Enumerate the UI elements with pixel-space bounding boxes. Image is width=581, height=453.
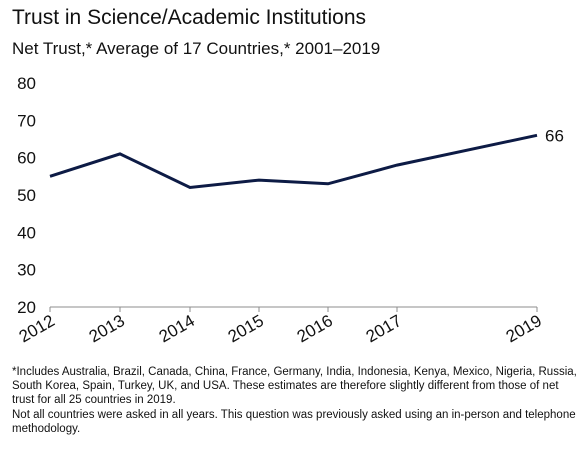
- y-tick-label: 40: [17, 223, 36, 242]
- chart-title: Trust in Science/Academic Institutions: [12, 6, 367, 29]
- x-tick-label: 2015: [225, 311, 267, 346]
- y-tick-label: 60: [17, 149, 36, 168]
- x-tick-label: 2016: [294, 311, 336, 346]
- x-tick-label: 2013: [86, 311, 128, 346]
- y-tick-label: 70: [17, 111, 36, 130]
- x-tick-label: 2017: [363, 311, 405, 346]
- chart-subtitle: Net Trust,* Average of 17 Countries,* 20…: [12, 39, 381, 58]
- y-tick-label: 20: [17, 298, 36, 317]
- footnote-countries: *Includes Australia, Brazil, Canada, Chi…: [12, 366, 577, 407]
- footnotes: *Includes Australia, Brazil, Canada, Chi…: [12, 365, 578, 436]
- y-axis-ticks: 20 30 40 50 60 70 80: [17, 74, 36, 317]
- x-tick-label: 2014: [156, 311, 198, 346]
- series-line-net-trust: [49, 133, 538, 190]
- y-tick-label: 30: [17, 261, 36, 280]
- footnote-methodology: Not all countries were asked in all year…: [12, 408, 576, 435]
- y-tick-label: 50: [17, 186, 36, 205]
- end-value-label: 66: [545, 126, 564, 145]
- x-axis-ticks: 2012 2013 2014 2015 2016 2017 2019: [16, 307, 545, 346]
- x-tick-label: 2019: [503, 311, 545, 346]
- y-tick-label: 80: [17, 74, 36, 93]
